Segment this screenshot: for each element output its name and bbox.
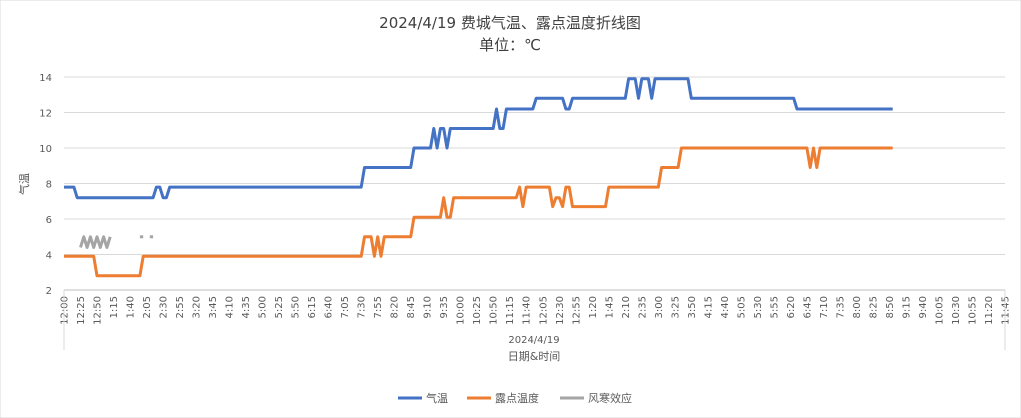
x-tick-label: 7:10 bbox=[819, 296, 830, 318]
x-tick-label: 8:20 bbox=[390, 296, 401, 318]
x-tick-label: 10:00 bbox=[456, 296, 467, 325]
x-tick-label: 5:30 bbox=[753, 296, 764, 318]
x-group-label: 2024/4/19 bbox=[508, 335, 559, 346]
x-tick-label: 3:20 bbox=[192, 296, 203, 318]
x-tick-label: 4:40 bbox=[720, 296, 731, 318]
legend-label-1: 气温 bbox=[426, 391, 448, 405]
x-tick-label: 6:40 bbox=[324, 296, 335, 318]
x-tick-label: 11:20 bbox=[984, 296, 995, 325]
x-tick-label: 11:45 bbox=[1001, 296, 1012, 325]
x-tick-label: 2:05 bbox=[142, 296, 153, 318]
y-tick-label: 4 bbox=[46, 251, 52, 262]
x-tick-label: 1:45 bbox=[604, 296, 615, 318]
x-tick-label: 2:55 bbox=[175, 296, 186, 318]
x-tick-label: 4:10 bbox=[225, 296, 236, 318]
x-tick-label: 7:35 bbox=[835, 296, 846, 318]
x-tick-label: 9:15 bbox=[901, 296, 912, 318]
x-tick-label: 9:10 bbox=[423, 296, 434, 318]
x-tick-label: 2:10 bbox=[621, 296, 632, 318]
x-tick-label: 12:50 bbox=[93, 296, 104, 325]
x-tick-label: 3:50 bbox=[687, 296, 698, 318]
y-axis-title: 气温 bbox=[17, 173, 31, 195]
legend: 气温 露点温度 风寒效应 bbox=[398, 391, 632, 405]
y-tick-label: 10 bbox=[39, 144, 52, 155]
x-tick-label: 4:35 bbox=[241, 296, 252, 318]
x-tick-label: 10:25 bbox=[472, 296, 483, 325]
chart-title: 2024/4/19 费城气温、露点温度折线图 bbox=[379, 14, 641, 32]
x-tick-label: 6:20 bbox=[786, 296, 797, 318]
chart-subtitle: 单位：℃ bbox=[479, 36, 541, 54]
x-tick-label: 3:45 bbox=[208, 296, 219, 318]
x-tick-label: 8:50 bbox=[885, 296, 896, 318]
x-tick-label: 10:05 bbox=[934, 296, 945, 325]
x-tick-label: 12:05 bbox=[538, 296, 549, 325]
x-tick-label: 12:00 bbox=[60, 296, 71, 325]
series-lines bbox=[64, 77, 893, 278]
x-tick-label: 1:20 bbox=[588, 296, 599, 318]
x-axis-ticks: 12:00 12:25 12:50 1:15 1:40 2:05 2:30 2:55 3:20 3… bbox=[60, 290, 1012, 350]
x-tick-label: 5:00 bbox=[258, 296, 269, 318]
legend-label-2: 露点温度 bbox=[495, 391, 539, 405]
x-tick-label: 5:55 bbox=[769, 296, 780, 318]
x-tick-label: 8:00 bbox=[852, 296, 863, 318]
y-tick-label: 8 bbox=[46, 180, 52, 191]
x-tick-label: 10:30 bbox=[951, 296, 962, 325]
y-axis-ticks: 2 4 6 8 10 12 14 bbox=[39, 73, 52, 297]
x-tick-label: 6:45 bbox=[802, 296, 813, 318]
y-tick-label: 2 bbox=[46, 286, 52, 297]
x-tick-label: 9:40 bbox=[918, 296, 929, 318]
x-tick-label: 1:15 bbox=[109, 296, 120, 318]
x-tick-label: 2:30 bbox=[159, 296, 170, 318]
x-tick-label: 8:45 bbox=[406, 296, 417, 318]
x-tick-label: 7:30 bbox=[357, 296, 368, 318]
y-tick-label: 12 bbox=[39, 109, 52, 120]
x-tick-label: 7:55 bbox=[373, 296, 384, 318]
x-tick-label: 12:55 bbox=[571, 296, 582, 325]
series-line-1 bbox=[64, 77, 893, 200]
x-tick-label: 3:00 bbox=[654, 296, 665, 318]
x-tick-label: 12:25 bbox=[76, 296, 87, 325]
x-tick-label: 5:05 bbox=[736, 296, 747, 318]
y-tick-label: 6 bbox=[46, 215, 52, 226]
x-tick-label: 7:05 bbox=[340, 296, 351, 318]
series-line-3 bbox=[79, 235, 112, 249]
y-tick-label: 14 bbox=[39, 73, 52, 84]
x-tick-label: 10:55 bbox=[967, 296, 978, 325]
x-tick-label: 4:15 bbox=[703, 296, 714, 318]
x-tick-label: 9:35 bbox=[439, 296, 450, 318]
gridlines bbox=[64, 76, 1005, 255]
x-tick-label: 8:25 bbox=[868, 296, 879, 318]
x-tick-label: 10:50 bbox=[489, 296, 500, 325]
x-tick-label: 1:40 bbox=[126, 296, 137, 318]
x-axis-title: 日期&时间 bbox=[508, 350, 561, 363]
x-tick-label: 2:35 bbox=[637, 296, 648, 318]
x-tick-label: 6:15 bbox=[307, 296, 318, 318]
x-tick-label: 5:25 bbox=[274, 296, 285, 318]
legend-label-3: 风寒效应 bbox=[588, 391, 632, 405]
x-tick-label: 3:25 bbox=[670, 296, 681, 318]
x-tick-label: 5:50 bbox=[291, 296, 302, 318]
x-tick-label: 11:40 bbox=[522, 296, 533, 325]
series-line-2 bbox=[64, 146, 893, 278]
x-tick-label: 11:15 bbox=[505, 296, 516, 325]
x-tick-label: 12:30 bbox=[555, 296, 566, 325]
